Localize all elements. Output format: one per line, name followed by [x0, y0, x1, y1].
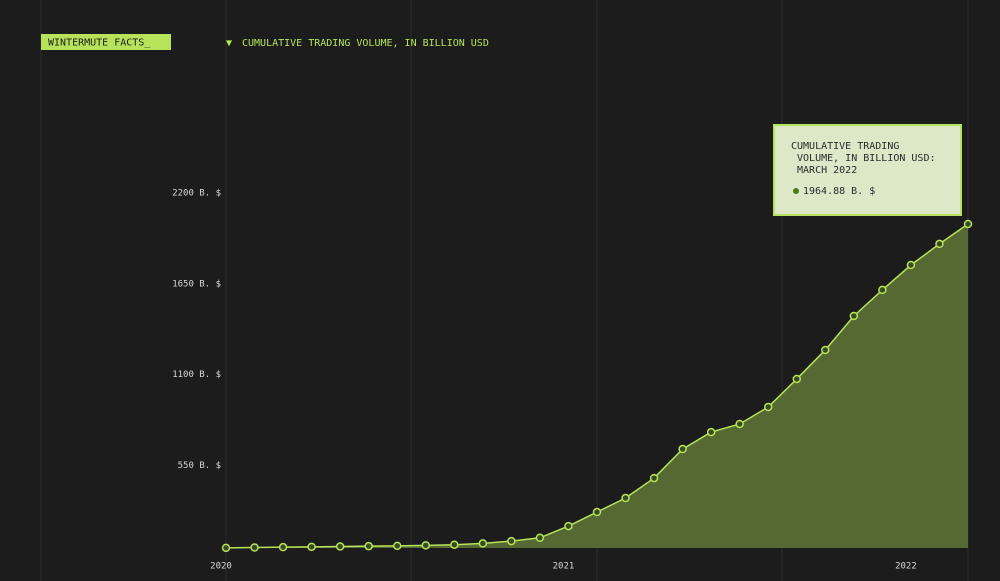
point — [906, 260, 916, 270]
point — [649, 473, 659, 483]
x-tick-label: 2022 — [895, 562, 917, 572]
point — [221, 543, 231, 553]
y-tick-label: 1100 B. $ — [172, 370, 221, 380]
area — [226, 223, 968, 548]
tooltip-dot — [793, 188, 799, 194]
point — [735, 419, 744, 429]
legend-label[interactable]: CUMULATIVE TRADING VOLUME, IN BILLION US… — [242, 38, 489, 49]
point — [878, 285, 887, 295]
point — [963, 219, 973, 229]
point — [763, 402, 773, 412]
badge: WINTERMUTE FACTS_ — [48, 38, 151, 49]
y-tick-label: 550 B. $ — [178, 461, 221, 471]
point — [564, 521, 573, 531]
point — [307, 542, 316, 552]
point — [478, 539, 488, 548]
x-tick-label: 2021 — [553, 562, 575, 572]
tooltip: CUMULATIVE TRADING VOLUME, IN BILLION US… — [773, 124, 962, 216]
point — [335, 542, 345, 551]
legend-marker: ▼ — [226, 38, 232, 49]
point — [392, 541, 402, 551]
point — [849, 311, 859, 321]
point — [535, 533, 545, 543]
tooltip-title: CUMULATIVE TRADING VOLUME, IN BILLION US… — [791, 141, 936, 176]
point — [364, 541, 373, 551]
y-tick-label: 1650 B. $ — [172, 279, 221, 289]
point — [706, 427, 716, 437]
badge-bg — [41, 34, 171, 50]
point — [792, 374, 802, 384]
point — [621, 493, 630, 503]
point — [592, 507, 602, 517]
x-tick-label: 2020 — [210, 562, 232, 572]
point — [250, 543, 259, 552]
point — [507, 536, 516, 546]
tooltip-value: 1964.88 B. $ — [803, 186, 875, 197]
point — [935, 239, 944, 249]
point — [421, 541, 431, 550]
point — [821, 345, 830, 355]
y-tick-label: 2200 B. $ — [172, 189, 221, 199]
tooltip-bg — [773, 124, 962, 216]
point — [450, 540, 459, 549]
point — [278, 542, 288, 552]
point — [678, 444, 687, 454]
